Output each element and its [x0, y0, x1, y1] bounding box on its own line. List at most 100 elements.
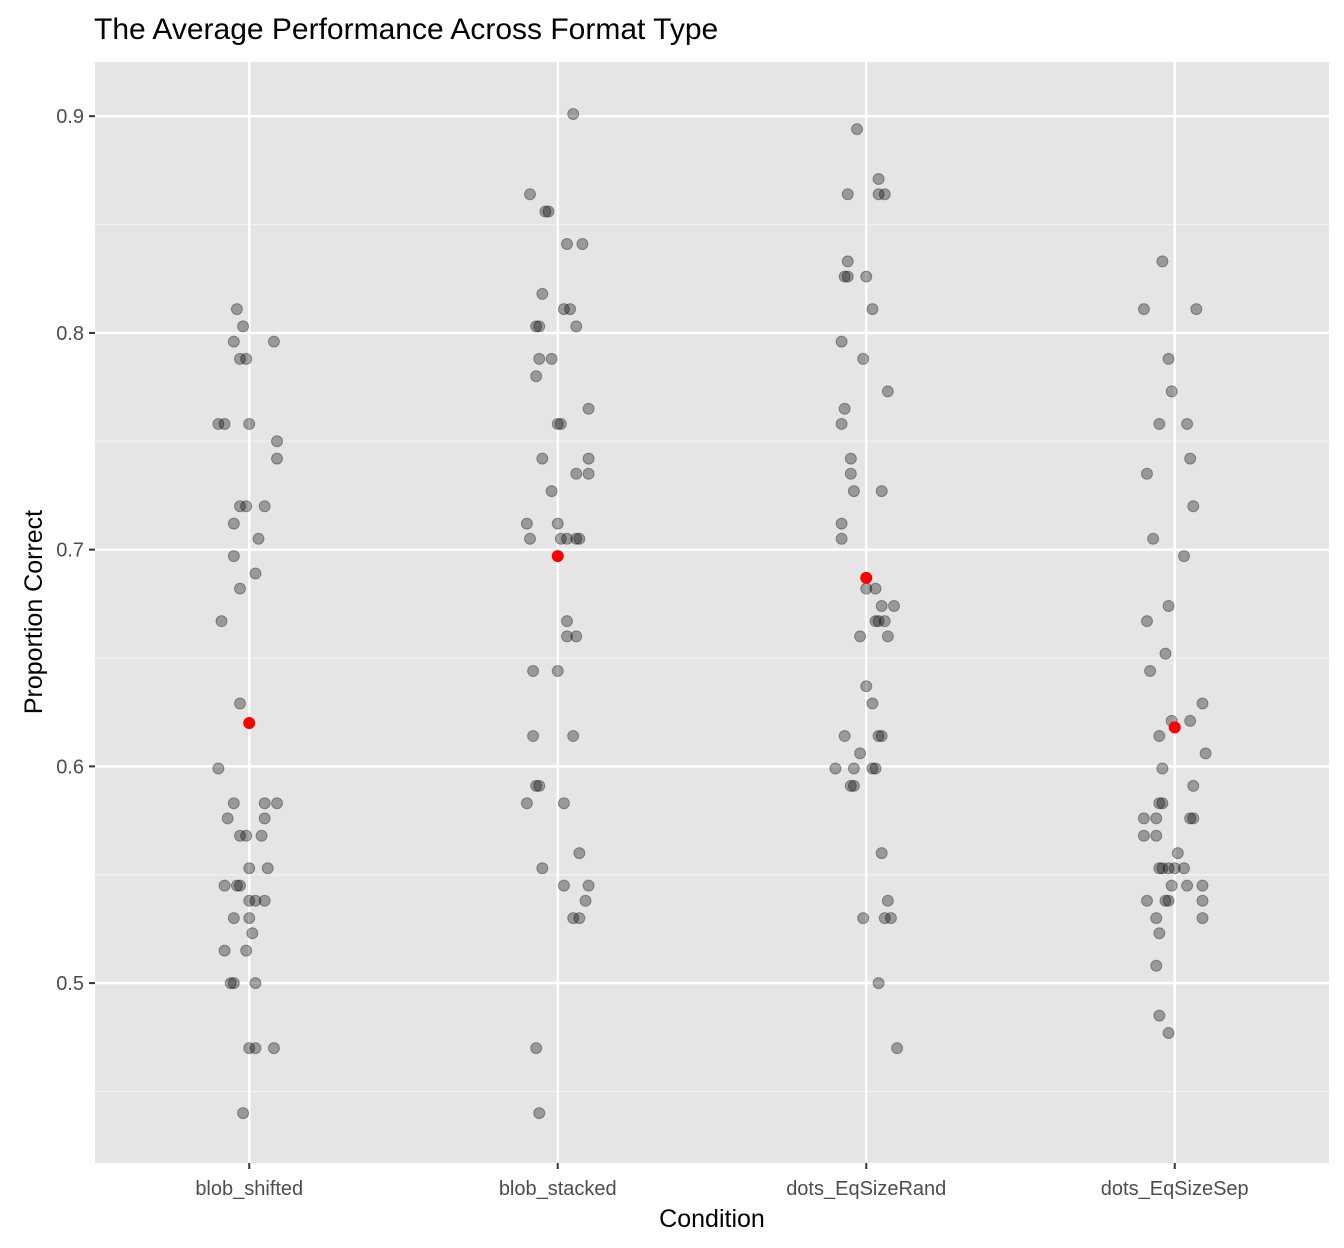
data-point: [258, 812, 271, 825]
data-point: [872, 173, 885, 186]
data-point: [1165, 385, 1178, 398]
data-point: [271, 452, 284, 465]
y-tick-label: 0.6: [56, 756, 84, 778]
data-point: [233, 582, 246, 595]
x-tick-label: blob_stacked: [499, 1178, 617, 1200]
data-point: [1150, 812, 1163, 825]
data-point: [841, 188, 854, 201]
data-point: [573, 847, 586, 860]
data-point: [570, 320, 583, 333]
data-point: [567, 912, 580, 925]
data-point: [530, 320, 543, 333]
data-point: [841, 255, 854, 268]
data-point: [267, 335, 280, 348]
data-point: [582, 452, 595, 465]
mean-point: [1168, 721, 1181, 734]
data-point: [1162, 894, 1175, 907]
data-point: [1187, 779, 1200, 792]
data-point: [847, 485, 860, 498]
data-point: [866, 303, 879, 316]
data-point: [227, 977, 240, 990]
data-point: [866, 762, 879, 775]
data-point: [1153, 417, 1166, 430]
data-point: [1184, 452, 1197, 465]
data-point: [860, 270, 873, 283]
data-point: [1196, 697, 1209, 710]
data-point: [551, 417, 564, 430]
data-point: [860, 680, 873, 693]
data-point: [875, 730, 888, 743]
data-point: [218, 879, 231, 892]
data-point: [866, 697, 879, 710]
data-point: [536, 452, 549, 465]
x-tick-label: dots_EqSizeSep: [1101, 1178, 1249, 1200]
data-point: [539, 205, 552, 218]
data-point: [1156, 762, 1169, 775]
data-point: [240, 944, 253, 957]
data-point: [227, 797, 240, 810]
data-point: [891, 1042, 904, 1055]
data-point: [838, 730, 851, 743]
data-point: [212, 762, 225, 775]
data-point: [835, 335, 848, 348]
data-point: [1153, 862, 1166, 875]
data-point: [1147, 532, 1160, 545]
data-point: [888, 599, 901, 612]
data-point: [847, 762, 860, 775]
data-point: [233, 352, 246, 365]
axis-ticks: 0.5 0.6 0.7 0.8 0.9 blob_shifted blob_stacked d…: [56, 106, 1249, 1200]
data-point: [561, 532, 574, 545]
data-point: [857, 912, 870, 925]
data-point: [258, 797, 271, 810]
data-point: [1181, 417, 1194, 430]
data-point: [869, 582, 882, 595]
data-point: [835, 517, 848, 530]
data-point: [221, 812, 234, 825]
data-point: [872, 730, 885, 743]
data-point: [1171, 847, 1184, 860]
data-point: [243, 417, 256, 430]
data-point: [841, 270, 854, 283]
data-point: [564, 303, 577, 316]
data-point: [233, 829, 246, 842]
data-point: [551, 517, 564, 530]
data-point: [829, 762, 842, 775]
data-point: [530, 779, 543, 792]
data-point: [218, 944, 231, 957]
data-point: [1153, 1009, 1166, 1022]
x-axis-title: Condition: [659, 1205, 765, 1233]
data-point: [1178, 862, 1191, 875]
data-point: [847, 779, 860, 792]
mean-point: [243, 717, 256, 730]
data-point: [1156, 862, 1169, 875]
plot-panel: [95, 62, 1329, 1163]
data-point: [243, 912, 256, 925]
data-point: [875, 847, 888, 860]
data-point: [872, 977, 885, 990]
data-point: [536, 287, 549, 300]
data-point: [582, 467, 595, 480]
data-point: [1168, 862, 1181, 875]
data-point: [1144, 665, 1157, 678]
y-tick-label: 0.7: [56, 540, 84, 562]
data-point: [533, 320, 546, 333]
data-point: [1165, 879, 1178, 892]
data-point: [246, 927, 259, 940]
data-point: [878, 188, 891, 201]
data-point: [557, 797, 570, 810]
data-point: [1156, 255, 1169, 268]
data-point: [1153, 927, 1166, 940]
data-point: [545, 352, 558, 365]
data-point: [1156, 797, 1169, 810]
data-point: [243, 894, 256, 907]
data-point: [527, 730, 540, 743]
data-point: [545, 485, 558, 498]
data-point: [243, 1042, 256, 1055]
data-point: [240, 500, 253, 513]
data-point: [582, 402, 595, 415]
data-point: [1153, 797, 1166, 810]
data-point: [271, 797, 284, 810]
data-point: [527, 665, 540, 678]
x-tick-label: blob_shifted: [195, 1178, 303, 1200]
data-point: [875, 599, 888, 612]
